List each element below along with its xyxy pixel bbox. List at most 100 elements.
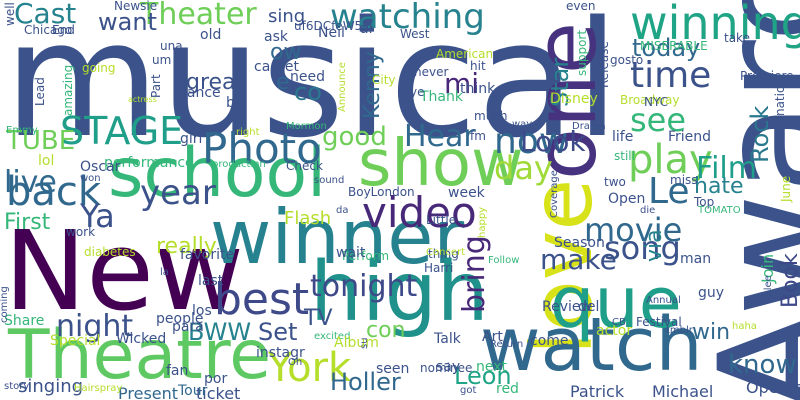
cloud-word: Broadway [620,93,680,107]
cloud-word: watching [330,0,485,37]
cloud-word: today [632,34,701,62]
cloud-word: Check [286,159,323,173]
cloud-word: End [52,23,75,37]
cloud-word: Friend [668,129,712,145]
cloud-word: even [566,0,596,13]
cloud-word: Rock [746,105,774,163]
cloud-word: Lead [33,77,47,106]
cloud-word: really [156,234,217,259]
cloud-word: Announce [337,62,348,112]
cloud-word: Oscar [80,159,121,175]
cloud-word: Share [4,313,45,329]
cloud-word: New [4,207,244,335]
cloud-word: Season [554,235,605,251]
cloud-word: actor [596,323,633,339]
cloud-word: Art [482,329,503,345]
cloud-word: great [186,70,245,95]
cloud-word: night [56,309,134,344]
cloud-word: need [290,69,325,85]
cloud-word: Perform [342,249,390,263]
cloud-word: Talk [434,331,461,347]
cloud-word: man [680,251,712,267]
cloud-word: diabetes [84,245,136,259]
cloud-word: Hear [404,119,476,154]
cloud-word: Theater [140,0,257,32]
cloud-word: tonight [310,269,418,304]
cloud-word: BoyLondon [348,185,415,199]
cloud-word: Little [426,213,457,227]
cloud-word: Ya [80,197,115,235]
cloud-word: Disney [550,91,598,107]
cloud-word: nominee [420,361,473,375]
cloud-word: year [140,173,216,213]
cloud-word: Look [520,125,586,158]
cloud-word: week [448,185,485,201]
cloud-word: big [226,95,248,111]
cloud-word: Photo [202,124,322,173]
cloud-word: una [160,39,183,53]
cloud-word: winner [210,193,465,281]
cloud-word: way [512,119,533,130]
cloud-word: Newsie [114,0,158,13]
cloud-word: uf6DCfeW5iI [294,19,370,33]
cloud-word: al [360,21,373,37]
cloud-word: red [496,381,519,397]
cloud-word: Release [597,41,611,88]
cloud-word: tmblr [666,325,693,336]
cloud-word: Theatre [8,316,272,395]
cloud-word: ticket [196,384,241,400]
cloud-word: gosto [610,53,644,67]
cloud-word: fm [470,129,486,143]
cloud-word: Open [608,191,646,207]
cloud-word: mi [444,67,480,100]
cloud-word: los [192,303,212,319]
cloud-word: production [212,159,266,170]
cloud-word: Wicked [116,331,167,347]
cloud-word: ow [270,40,302,65]
cloud-word: Leon [454,362,512,390]
cloud-word: going [82,61,116,75]
cloud-word: Coverage [549,170,560,218]
cloud-word: MISERABLE [640,39,708,53]
cloud-word: hit [470,59,486,73]
cloud-word: Glee [763,275,774,298]
cloud-word: instagr [256,345,305,361]
cloud-word: winning [630,0,800,50]
cloud-word: think [460,81,496,97]
cloud-word: Special [50,333,101,349]
cloud-word: best [214,274,310,325]
cloud-word: del [578,299,600,315]
cloud-word: e [276,70,290,95]
cloud-word: come [530,333,569,349]
cloud-word: American [436,47,494,61]
cloud-word: happy [477,206,488,238]
cloud-word: Oh [288,357,303,368]
cloud-word: TOMATO [698,205,741,216]
cloud-word: say [436,359,461,375]
cloud-word: por [204,371,228,387]
cloud-word: STAGE [60,109,184,153]
cloud-word: fan [166,363,189,379]
cloud-word: Neil [318,25,345,41]
cloud-word: via [642,229,667,262]
cloud-word: movie [584,211,683,249]
cloud-word: la [160,267,169,278]
cloud-word: First [4,210,51,235]
cloud-word: won [80,173,101,184]
cloud-word: day [494,149,553,187]
cloud-word: coming [0,286,10,323]
cloud-word: song [604,229,681,267]
cloud-word: seen [376,361,410,377]
cloud-word: que [550,262,682,344]
cloud-word: never [414,65,449,79]
cloud-word: now [494,121,569,162]
cloud-word: nomination [773,78,787,146]
cloud-word: two [604,175,626,189]
cloud-word: school [108,134,327,213]
cloud-word: Opening [746,378,800,397]
cloud-word: Follow [488,255,520,266]
cloud-word: Present [118,384,179,400]
cloud-word: people [156,311,204,327]
cloud-word: still [614,149,635,163]
cloud-word: miss [670,173,698,187]
